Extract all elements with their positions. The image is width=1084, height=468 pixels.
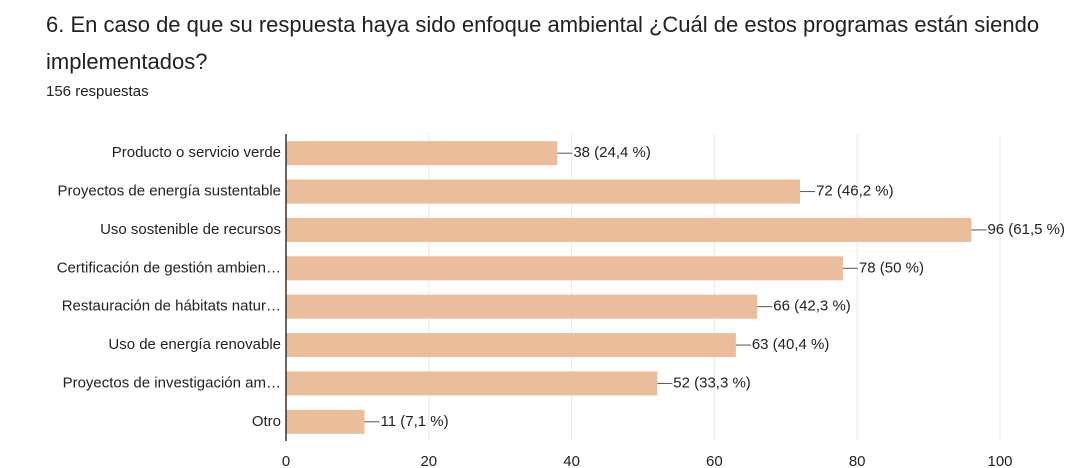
value-label: 38 (24,4 %) bbox=[573, 144, 651, 161]
bar bbox=[286, 371, 658, 396]
value-label: 11 (7,1 %) bbox=[381, 413, 449, 430]
value-label: 72 (46,2 %) bbox=[816, 183, 894, 200]
bar bbox=[286, 333, 736, 358]
y-tick-label: Otro bbox=[252, 413, 281, 430]
bar bbox=[286, 256, 843, 281]
bar bbox=[286, 409, 365, 434]
value-label: 96 (61,5 %) bbox=[987, 221, 1065, 238]
value-label: 63 (40,4 %) bbox=[752, 336, 830, 353]
y-tick-label: Uso de energía renovable bbox=[108, 336, 281, 353]
x-tick-label: 0 bbox=[282, 453, 290, 468]
value-label: 66 (42,3 %) bbox=[773, 298, 851, 315]
chart-title: 6. En caso de que su respuesta haya sido… bbox=[46, 12, 1040, 74]
x-tick-label: 80 bbox=[849, 453, 866, 468]
x-tick-label: 60 bbox=[706, 453, 723, 468]
y-tick-label: Proyectos de investigación am… bbox=[63, 374, 281, 391]
x-tick-label: 100 bbox=[987, 453, 1012, 468]
y-tick-label: Restauración de hábitats natur… bbox=[62, 298, 281, 315]
y-tick-label: Proyectos de energía sustentable bbox=[58, 183, 281, 200]
title-box: 6. En caso de que su respuesta haya sido… bbox=[46, 12, 1040, 74]
value-label: 78 (50 %) bbox=[859, 259, 924, 276]
x-tick-label: 20 bbox=[420, 453, 437, 468]
bar bbox=[286, 141, 558, 166]
bar bbox=[286, 294, 758, 319]
chart-subtitle: 156 respuestas bbox=[46, 83, 149, 100]
x-tick-label: 40 bbox=[563, 453, 580, 468]
y-tick-label: Producto o servicio verde bbox=[112, 144, 281, 161]
y-tick-label: Uso sostenible de recursos bbox=[100, 221, 281, 238]
value-label: 52 (33,3 %) bbox=[673, 374, 751, 391]
bar bbox=[286, 179, 801, 204]
bar bbox=[286, 217, 972, 242]
y-tick-label: Certificación de gestión ambien… bbox=[57, 259, 281, 276]
